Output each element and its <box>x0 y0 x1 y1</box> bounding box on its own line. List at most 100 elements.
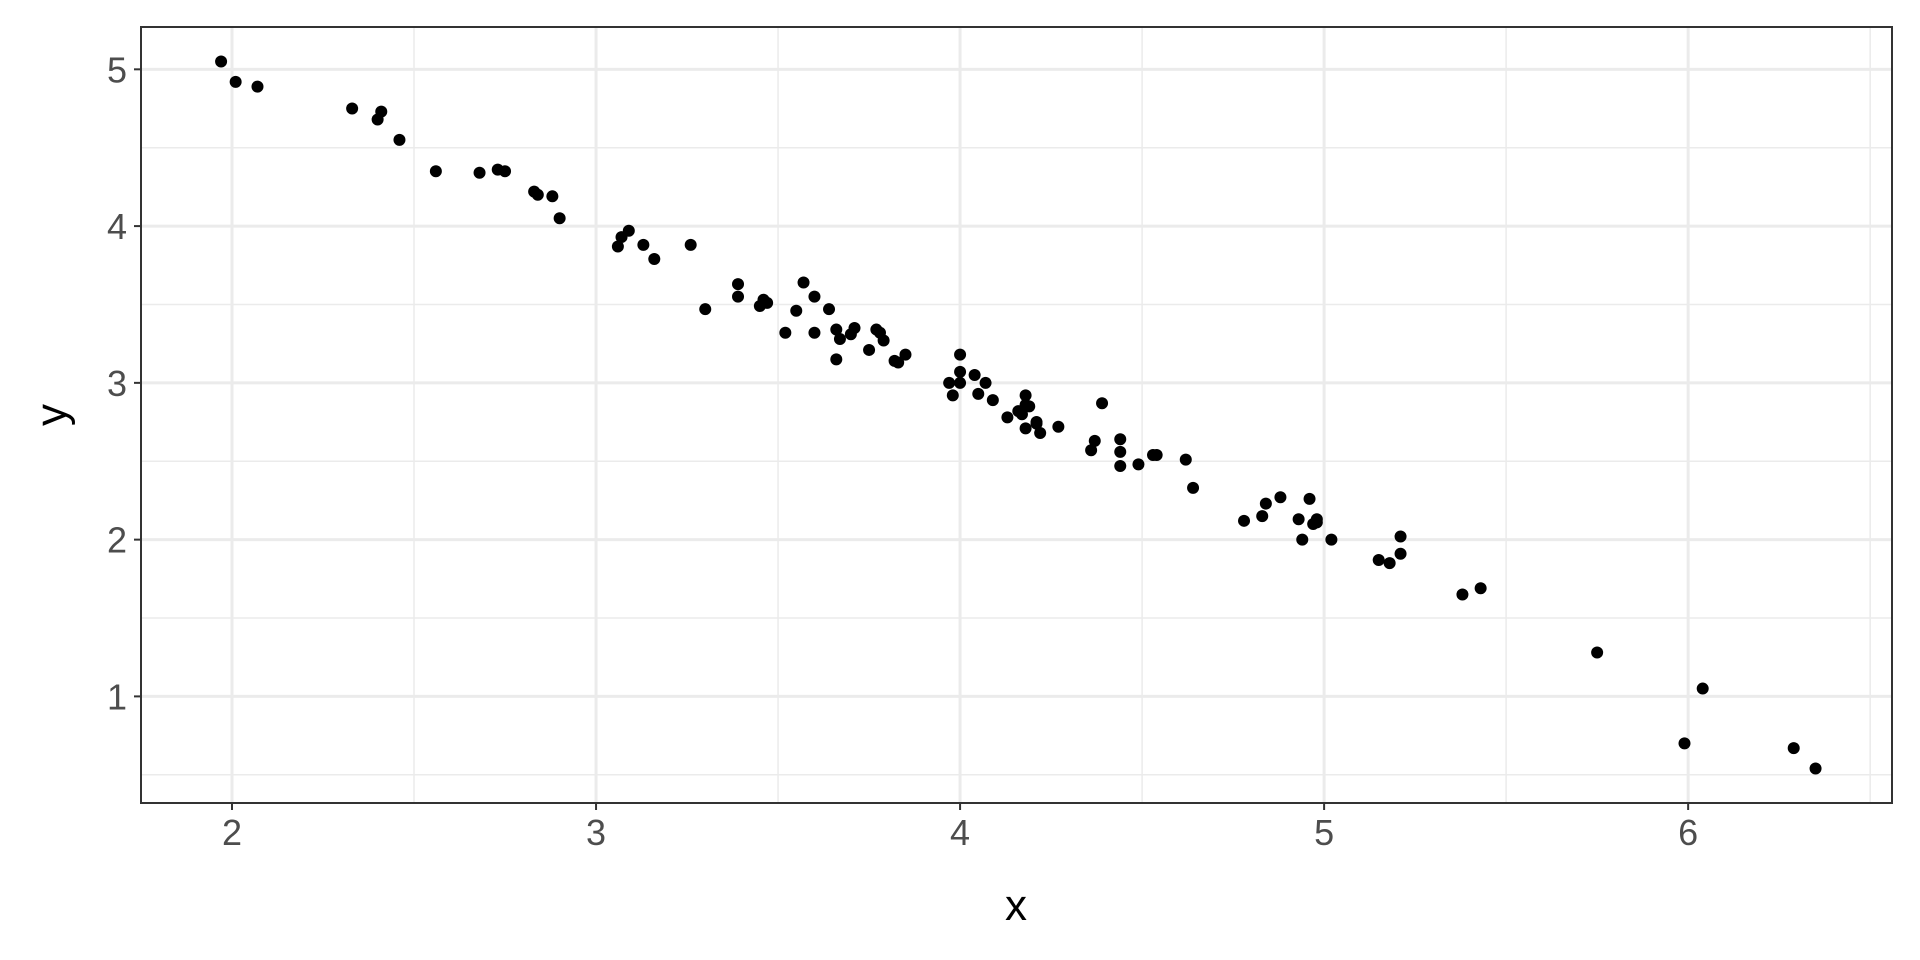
data-point <box>1259 497 1272 510</box>
data-point <box>732 278 745 291</box>
data-point <box>1383 557 1396 570</box>
data-point <box>229 75 242 88</box>
data-point <box>375 105 388 118</box>
x-tick-label: 3 <box>586 812 606 853</box>
x-tick-label: 6 <box>1678 812 1698 853</box>
data-point <box>1256 510 1269 523</box>
data-point <box>954 365 967 378</box>
data-point <box>1150 448 1163 461</box>
x-axis-title: x <box>1005 881 1027 930</box>
data-point <box>892 356 905 369</box>
data-point <box>393 133 406 146</box>
data-point <box>1019 389 1032 402</box>
data-point <box>808 290 821 303</box>
data-points <box>215 55 1822 775</box>
data-point <box>1296 533 1309 546</box>
y-axis-title: y <box>27 404 76 426</box>
data-point <box>699 303 712 316</box>
data-point <box>1034 427 1047 440</box>
data-point <box>473 166 486 179</box>
data-point <box>1325 533 1338 546</box>
data-point <box>611 240 624 253</box>
data-point <box>732 290 745 303</box>
y-axis-ticks: 1 2 3 4 5 <box>107 49 141 717</box>
data-point <box>1394 547 1407 560</box>
data-point <box>1179 453 1192 466</box>
data-point <box>1809 762 1822 775</box>
data-point <box>346 102 359 115</box>
data-point <box>1474 582 1487 595</box>
data-point <box>1085 444 1098 457</box>
data-point <box>215 55 228 68</box>
x-tick-label: 4 <box>950 812 970 853</box>
data-point <box>251 80 264 93</box>
data-point <box>1001 411 1014 424</box>
data-point <box>986 394 999 407</box>
data-point <box>1292 513 1305 526</box>
data-point <box>899 348 912 361</box>
data-point <box>648 253 661 266</box>
data-point <box>1114 459 1127 472</box>
x-axis-ticks: 2 3 4 5 6 <box>222 803 1698 853</box>
x-tick-label: 2 <box>222 812 242 853</box>
data-point <box>1394 530 1407 543</box>
data-point <box>1274 491 1287 504</box>
data-point <box>1023 400 1036 413</box>
data-point <box>1187 481 1200 494</box>
data-point <box>946 389 959 402</box>
data-point <box>823 303 836 316</box>
data-point <box>833 332 846 345</box>
data-point <box>1015 408 1028 421</box>
data-point <box>848 321 861 334</box>
y-tick-label: 4 <box>107 206 127 247</box>
data-point <box>797 276 810 289</box>
data-point <box>1696 682 1709 695</box>
data-point <box>1456 588 1469 601</box>
data-point <box>1019 422 1032 435</box>
data-point <box>972 387 985 400</box>
data-point <box>1787 742 1800 755</box>
data-point <box>429 165 442 178</box>
data-point <box>1372 554 1385 567</box>
data-point <box>546 190 559 203</box>
data-point <box>637 238 650 251</box>
data-point <box>968 369 981 382</box>
data-point <box>1303 492 1316 505</box>
data-point <box>954 376 967 389</box>
y-tick-label: 5 <box>107 49 127 90</box>
data-point <box>1088 434 1101 447</box>
y-tick-label: 2 <box>107 520 127 561</box>
data-point <box>1096 397 1109 410</box>
minor-gridlines <box>141 27 1892 803</box>
data-point <box>553 212 566 225</box>
data-point <box>863 343 876 356</box>
data-point <box>954 348 967 361</box>
data-point <box>622 224 635 237</box>
data-point <box>1678 737 1691 750</box>
data-point <box>1310 513 1323 526</box>
data-point <box>499 165 512 178</box>
data-point <box>779 326 792 339</box>
data-point <box>761 296 774 309</box>
data-point <box>1591 646 1604 659</box>
data-point <box>1132 458 1145 471</box>
data-point <box>943 376 956 389</box>
data-point <box>1114 433 1127 446</box>
data-point <box>684 238 697 251</box>
data-point <box>1030 417 1043 430</box>
data-point <box>808 326 821 339</box>
data-point <box>1052 420 1065 433</box>
data-point <box>790 304 803 317</box>
y-tick-label: 3 <box>107 363 127 404</box>
y-tick-label: 1 <box>107 676 127 717</box>
major-gridlines <box>141 27 1892 803</box>
plot-panel-border <box>140 26 1893 804</box>
data-point <box>979 376 992 389</box>
data-point <box>1114 445 1127 458</box>
data-point <box>877 334 890 347</box>
data-point <box>830 323 843 336</box>
data-point <box>1238 514 1251 527</box>
data-point <box>830 353 843 366</box>
data-point <box>531 188 544 201</box>
